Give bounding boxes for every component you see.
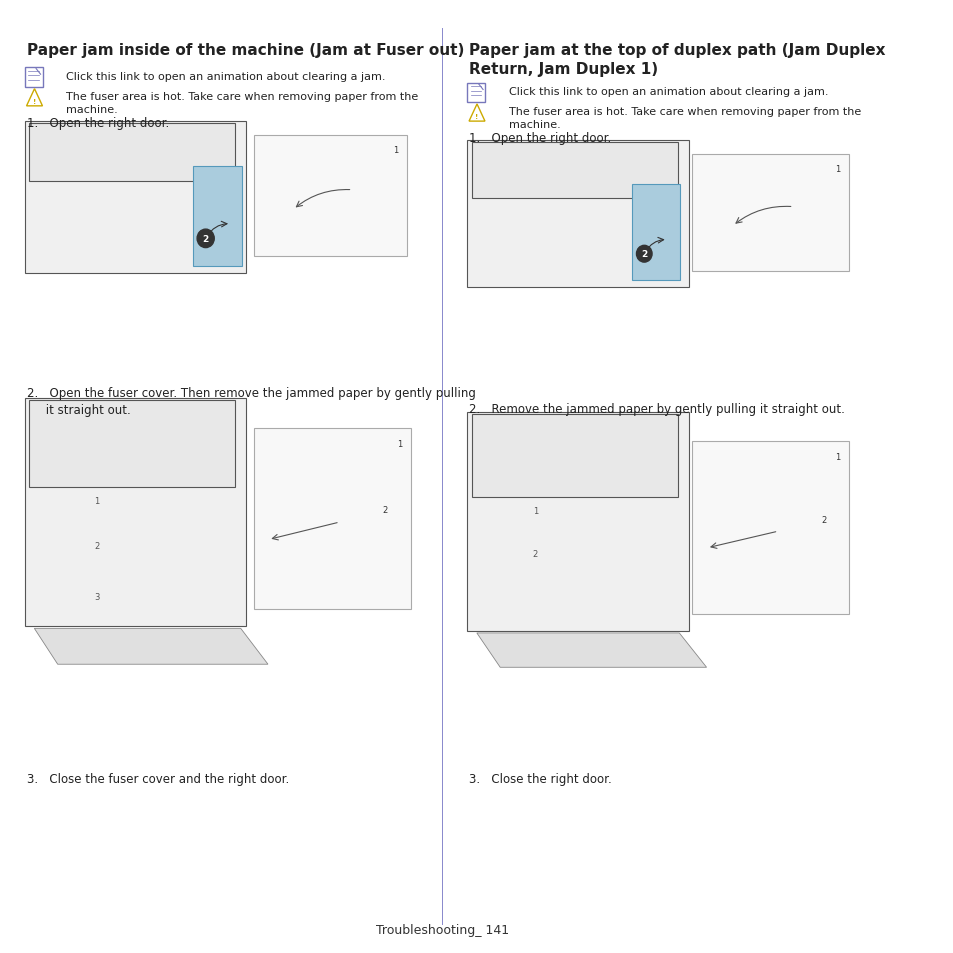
FancyBboxPatch shape: [467, 141, 688, 288]
Text: 3.   Close the fuser cover and the right door.: 3. Close the fuser cover and the right d…: [27, 772, 289, 785]
FancyBboxPatch shape: [471, 143, 677, 199]
Polygon shape: [476, 633, 706, 667]
Text: 1: 1: [396, 439, 401, 448]
FancyBboxPatch shape: [631, 185, 679, 281]
Text: 1: 1: [835, 165, 840, 173]
Text: !: !: [475, 114, 478, 120]
Circle shape: [636, 246, 652, 263]
Text: 1.   Open the right door.: 1. Open the right door.: [469, 132, 611, 145]
Text: 1.   Open the right door.: 1. Open the right door.: [27, 117, 169, 131]
Text: 1: 1: [532, 507, 537, 516]
FancyBboxPatch shape: [25, 398, 246, 626]
Text: 2: 2: [94, 541, 99, 550]
Text: 2.   Remove the jammed paper by gently pulling it straight out.: 2. Remove the jammed paper by gently pul…: [469, 402, 844, 416]
Text: 2: 2: [821, 516, 825, 524]
Text: 2: 2: [640, 250, 647, 259]
FancyBboxPatch shape: [692, 441, 848, 615]
FancyBboxPatch shape: [253, 136, 407, 256]
FancyBboxPatch shape: [30, 400, 235, 487]
Text: Paper jam inside of the machine (Jam at Fuser out): Paper jam inside of the machine (Jam at …: [27, 43, 463, 58]
FancyBboxPatch shape: [471, 415, 677, 497]
Polygon shape: [34, 629, 268, 664]
FancyBboxPatch shape: [253, 429, 411, 609]
Text: The fuser area is hot. Take care when removing paper from the
machine.: The fuser area is hot. Take care when re…: [67, 91, 418, 114]
Circle shape: [197, 230, 214, 249]
Text: The fuser area is hot. Take care when removing paper from the
machine.: The fuser area is hot. Take care when re…: [508, 107, 861, 130]
Text: 2: 2: [382, 506, 388, 515]
Text: 1: 1: [835, 452, 840, 461]
Polygon shape: [27, 90, 43, 107]
Text: Paper jam at the top of duplex path (Jam Duplex
Return, Jam Duplex 1): Paper jam at the top of duplex path (Jam…: [469, 43, 884, 76]
FancyBboxPatch shape: [467, 84, 485, 103]
FancyBboxPatch shape: [193, 168, 241, 267]
FancyBboxPatch shape: [25, 122, 246, 274]
Text: 1: 1: [393, 147, 397, 155]
FancyBboxPatch shape: [467, 413, 688, 631]
Text: Troubleshooting_ 141: Troubleshooting_ 141: [375, 923, 509, 936]
Text: 2: 2: [532, 550, 537, 558]
FancyBboxPatch shape: [25, 69, 43, 88]
Text: !: !: [32, 99, 36, 105]
Text: 3: 3: [93, 593, 99, 602]
Polygon shape: [469, 105, 484, 122]
FancyBboxPatch shape: [30, 124, 235, 182]
Text: 2: 2: [202, 234, 209, 244]
Text: Click this link to open an animation about clearing a jam.: Click this link to open an animation abo…: [508, 87, 827, 96]
Text: 1: 1: [94, 497, 99, 505]
Text: Click this link to open an animation about clearing a jam.: Click this link to open an animation abo…: [67, 71, 385, 81]
Text: 3.   Close the right door.: 3. Close the right door.: [469, 772, 611, 785]
FancyBboxPatch shape: [692, 154, 848, 272]
Text: 2.   Open the fuser cover. Then remove the jammed paper by gently pulling
     i: 2. Open the fuser cover. Then remove the…: [27, 387, 475, 416]
